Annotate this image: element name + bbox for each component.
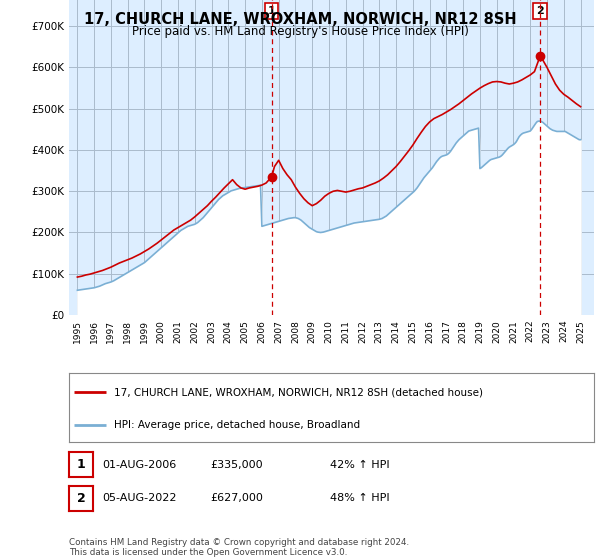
Text: 05-AUG-2022: 05-AUG-2022 xyxy=(102,493,176,503)
Text: £627,000: £627,000 xyxy=(210,493,263,503)
Text: 1: 1 xyxy=(268,6,275,16)
Text: 48% ↑ HPI: 48% ↑ HPI xyxy=(330,493,389,503)
Text: 2: 2 xyxy=(77,492,85,505)
Text: HPI: Average price, detached house, Broadland: HPI: Average price, detached house, Broa… xyxy=(113,420,360,430)
Text: 17, CHURCH LANE, WROXHAM, NORWICH, NR12 8SH (detached house): 17, CHURCH LANE, WROXHAM, NORWICH, NR12 … xyxy=(113,387,482,397)
Text: £335,000: £335,000 xyxy=(210,460,263,470)
Text: 1: 1 xyxy=(77,458,85,471)
Text: Price paid vs. HM Land Registry's House Price Index (HPI): Price paid vs. HM Land Registry's House … xyxy=(131,25,469,38)
Text: 01-AUG-2006: 01-AUG-2006 xyxy=(102,460,176,470)
Text: 2: 2 xyxy=(536,6,544,16)
Text: 42% ↑ HPI: 42% ↑ HPI xyxy=(330,460,389,470)
Text: 17, CHURCH LANE, WROXHAM, NORWICH, NR12 8SH: 17, CHURCH LANE, WROXHAM, NORWICH, NR12 … xyxy=(83,12,517,27)
Text: Contains HM Land Registry data © Crown copyright and database right 2024.
This d: Contains HM Land Registry data © Crown c… xyxy=(69,538,409,557)
